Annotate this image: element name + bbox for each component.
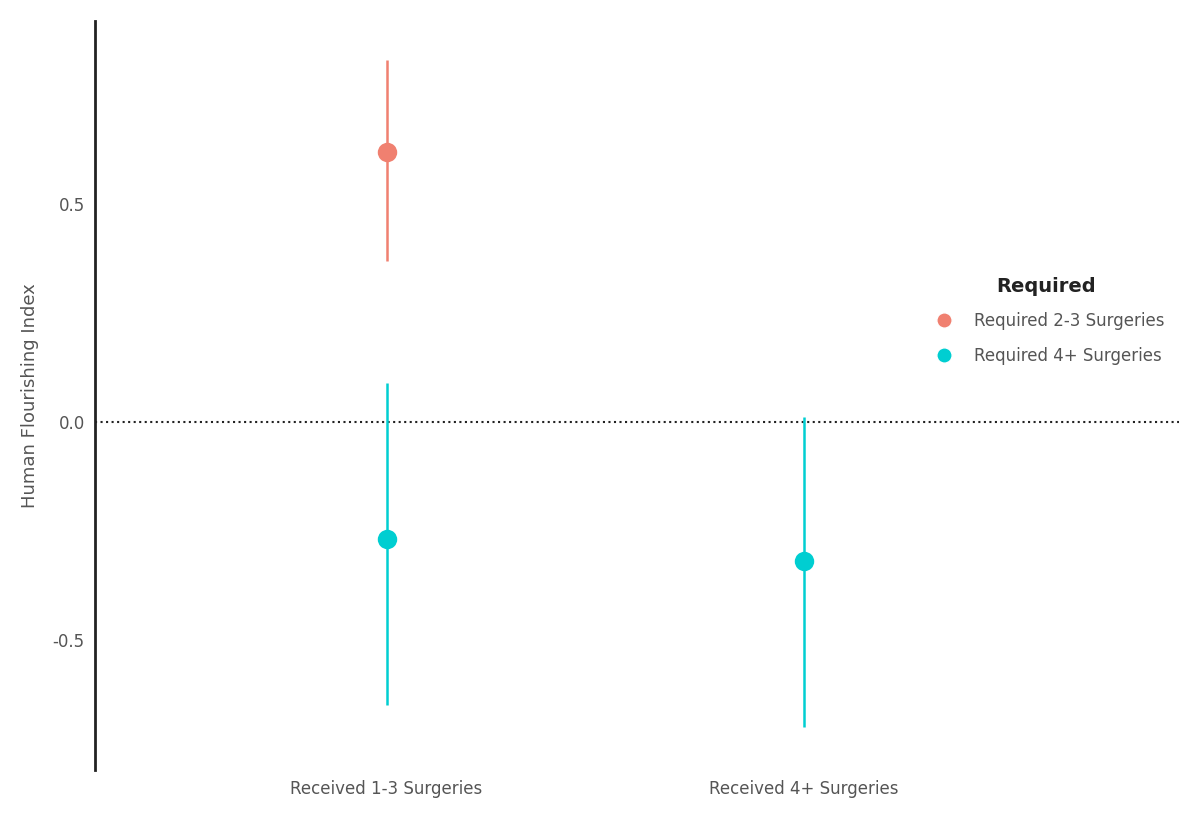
Legend: Required 2-3 Surgeries, Required 4+ Surgeries: Required 2-3 Surgeries, Required 4+ Surg… <box>920 269 1171 372</box>
Y-axis label: Human Flourishing Index: Human Flourishing Index <box>20 283 38 508</box>
